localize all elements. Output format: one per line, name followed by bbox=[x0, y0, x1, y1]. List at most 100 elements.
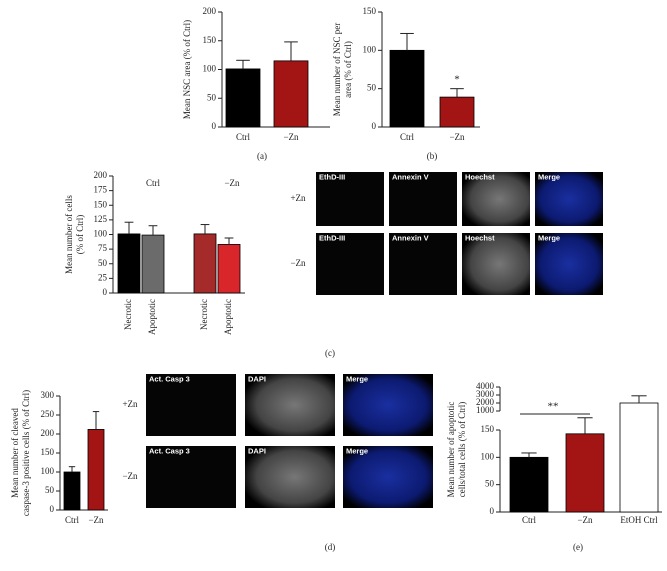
y-axis-label: Mean number of apoptotic bbox=[446, 402, 456, 498]
micrograph-label: DAPI bbox=[248, 375, 266, 384]
micrograph bbox=[316, 233, 384, 295]
x-tick-label: −Zn bbox=[577, 515, 593, 525]
y-tick-label: 150 bbox=[41, 447, 55, 457]
y-tick-label: 175 bbox=[94, 185, 108, 195]
x-tick-label: Ctrl bbox=[236, 132, 251, 142]
micrograph-label: Merge bbox=[538, 234, 560, 243]
y-tick-label: 3000 bbox=[476, 389, 495, 399]
micrograph-label: DAPI bbox=[248, 447, 266, 456]
x-tick-label: Ctrl bbox=[65, 515, 80, 525]
micrograph bbox=[462, 172, 530, 226]
y-tick-label: 50 bbox=[485, 479, 495, 489]
y-axis-label: Mean NSC area (% of Ctrl) bbox=[182, 20, 192, 119]
row-label: +Zn bbox=[122, 399, 138, 409]
micrograph bbox=[343, 374, 433, 436]
y-tick-label: 1000 bbox=[476, 405, 495, 415]
significance: ** bbox=[548, 401, 559, 413]
micrograph bbox=[389, 172, 457, 226]
micrograph-label: Annexin V bbox=[392, 234, 429, 243]
y-axis-label: area (% of Ctrl) bbox=[343, 41, 353, 98]
bar bbox=[117, 233, 141, 294]
panel-label: (a) bbox=[257, 151, 267, 161]
bar bbox=[565, 433, 605, 513]
group-label: Ctrl bbox=[146, 178, 161, 188]
micrograph-label: Merge bbox=[538, 173, 560, 182]
bar bbox=[389, 49, 425, 128]
row-label: −Zn bbox=[122, 471, 138, 481]
micrograph-label: EthD-III bbox=[319, 173, 345, 182]
micrograph-label: EthD-III bbox=[319, 234, 345, 243]
micrograph bbox=[389, 233, 457, 295]
x-tick-label: Apoptotic bbox=[223, 299, 233, 335]
y-tick-label: 150 bbox=[363, 6, 377, 16]
y-tick-label: 100 bbox=[94, 229, 108, 239]
y-tick-label: 250 bbox=[41, 409, 55, 419]
row-label: +Zn bbox=[290, 193, 306, 203]
micrograph bbox=[462, 233, 530, 295]
micrograph-label: Hoechst bbox=[465, 234, 495, 243]
y-axis-label: Mean number of cells bbox=[64, 195, 74, 274]
x-tick-label: Necrotic bbox=[123, 299, 133, 330]
y-tick-label: 50 bbox=[207, 92, 217, 102]
x-tick-label: Ctrl bbox=[522, 515, 537, 525]
y-tick-label: 0 bbox=[212, 121, 217, 131]
bar bbox=[87, 429, 105, 511]
bar bbox=[273, 60, 309, 128]
y-tick-label: 150 bbox=[94, 199, 108, 209]
micrograph-label: Merge bbox=[346, 447, 368, 456]
micrograph-label: Merge bbox=[346, 375, 368, 384]
bar bbox=[193, 233, 217, 294]
x-tick-label: Apoptotic bbox=[147, 299, 157, 335]
row-label: −Zn bbox=[290, 258, 306, 268]
panel-label: (e) bbox=[573, 542, 583, 552]
y-tick-label: 200 bbox=[41, 428, 55, 438]
panel-label: (d) bbox=[325, 542, 336, 552]
y-axis-label: Mean number of NSC per bbox=[332, 23, 342, 116]
y-tick-label: 150 bbox=[203, 35, 217, 45]
micrograph bbox=[535, 233, 603, 295]
group-label: −Zn bbox=[224, 178, 240, 188]
bar bbox=[63, 471, 81, 511]
x-tick-label: −Zn bbox=[449, 132, 465, 142]
x-tick-label: −Zn bbox=[283, 132, 299, 142]
y-axis-label: cells/total cells (% of Ctrl) bbox=[457, 402, 467, 497]
micrograph bbox=[245, 446, 335, 508]
micrograph bbox=[535, 172, 603, 226]
bar bbox=[619, 402, 659, 513]
micrograph bbox=[343, 446, 433, 508]
bar bbox=[141, 234, 165, 294]
x-tick-label: −Zn bbox=[88, 515, 104, 525]
micrograph bbox=[146, 374, 236, 436]
y-tick-label: 200 bbox=[94, 170, 108, 180]
y-tick-label: 50 bbox=[45, 485, 55, 495]
y-tick-label: 0 bbox=[50, 504, 55, 514]
y-tick-label: 125 bbox=[94, 214, 108, 224]
y-tick-label: 100 bbox=[203, 64, 217, 74]
bar bbox=[439, 96, 475, 128]
micrograph-label: Act. Casp 3 bbox=[149, 447, 190, 456]
y-axis-label: Mean number of cleaved bbox=[10, 408, 20, 498]
x-tick-label: Necrotic bbox=[199, 299, 209, 330]
y-tick-label: 200 bbox=[203, 6, 217, 16]
y-tick-label: 100 bbox=[363, 44, 377, 54]
y-tick-label: 150 bbox=[481, 424, 495, 434]
micrograph-label: Annexin V bbox=[392, 173, 429, 182]
y-tick-label: 0 bbox=[490, 506, 495, 516]
y-tick-label: 4000 bbox=[476, 381, 495, 391]
y-tick-label: 0 bbox=[372, 121, 377, 131]
micrograph-label: Act. Casp 3 bbox=[149, 375, 190, 384]
panel-label: (b) bbox=[427, 151, 438, 161]
micrograph bbox=[316, 172, 384, 226]
y-tick-label: 100 bbox=[41, 466, 55, 476]
x-tick-label: EtOH Ctrl bbox=[620, 515, 658, 525]
y-tick-label: 75 bbox=[98, 243, 108, 253]
bar bbox=[225, 68, 261, 128]
y-tick-label: 0 bbox=[103, 287, 108, 297]
significance: * bbox=[454, 74, 460, 86]
y-axis-label: (% of Ctrl) bbox=[75, 215, 85, 255]
micrograph bbox=[245, 374, 335, 436]
y-tick-label: 300 bbox=[41, 390, 55, 400]
bar bbox=[509, 456, 549, 513]
y-tick-label: 25 bbox=[98, 272, 108, 282]
